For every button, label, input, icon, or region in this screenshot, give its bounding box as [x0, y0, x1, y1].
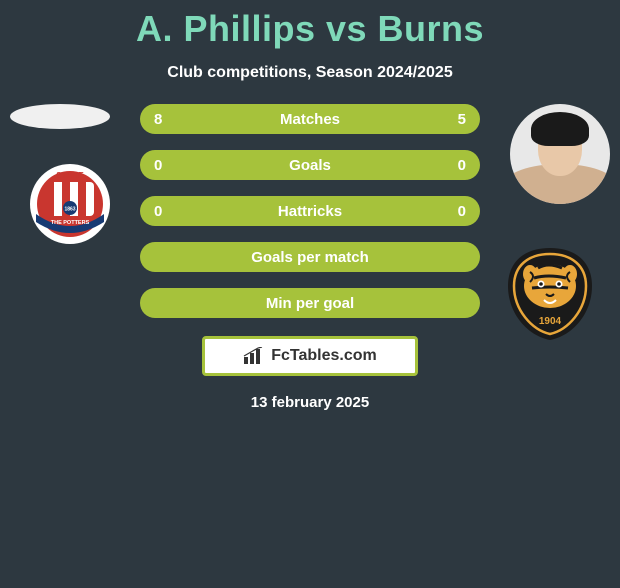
stat-right-value: 0 [458, 157, 466, 174]
svg-text:1863: 1863 [64, 207, 75, 213]
stat-bar-min-per-goal: Min per goal [140, 288, 480, 318]
avatar-hair [531, 112, 589, 146]
fctables-badge: FcTables.com [202, 336, 418, 376]
stat-bar-matches: 8 Matches 5 [140, 104, 480, 134]
stat-right-value: 5 [458, 111, 466, 128]
stat-left-value: 0 [154, 157, 162, 174]
crest-banner-text: THE POTTERS [51, 220, 90, 226]
stat-left-value: 0 [154, 203, 162, 220]
stat-bar-goals-per-match: Goals per match [140, 242, 480, 272]
svg-text:1904: 1904 [539, 316, 562, 327]
fctables-text: FcTables.com [271, 347, 377, 365]
hull-crest-svg: 1904 [500, 244, 600, 344]
stat-label: Matches [280, 111, 340, 128]
player-avatar-right [510, 104, 610, 204]
svg-text:STOKE: STOKE [56, 171, 84, 180]
stat-label: Hattricks [278, 203, 342, 220]
stat-right-value: 0 [458, 203, 466, 220]
club-crest-right: 1904 [500, 244, 600, 344]
subtitle: Club competitions, Season 2024/2025 [0, 64, 620, 82]
player-avatar-left [10, 104, 110, 129]
stoke-crest-svg: STOKE THE POTTERS 1863 [30, 164, 110, 244]
bars-icon [243, 347, 265, 365]
stat-bar-goals: 0 Goals 0 [140, 150, 480, 180]
date-text: 13 february 2025 [251, 394, 369, 411]
stat-label: Goals per match [251, 249, 369, 266]
stat-label: Min per goal [266, 295, 354, 312]
stat-left-value: 8 [154, 111, 162, 128]
page-title: A. Phillips vs Burns [0, 8, 620, 50]
stat-bar-hattricks: 0 Hattricks 0 [140, 196, 480, 226]
stat-label: Goals [289, 157, 331, 174]
club-crest-left: STOKE THE POTTERS 1863 [30, 164, 110, 244]
stat-bars: 8 Matches 5 0 Goals 0 0 Hattricks 0 Goal… [140, 104, 480, 334]
